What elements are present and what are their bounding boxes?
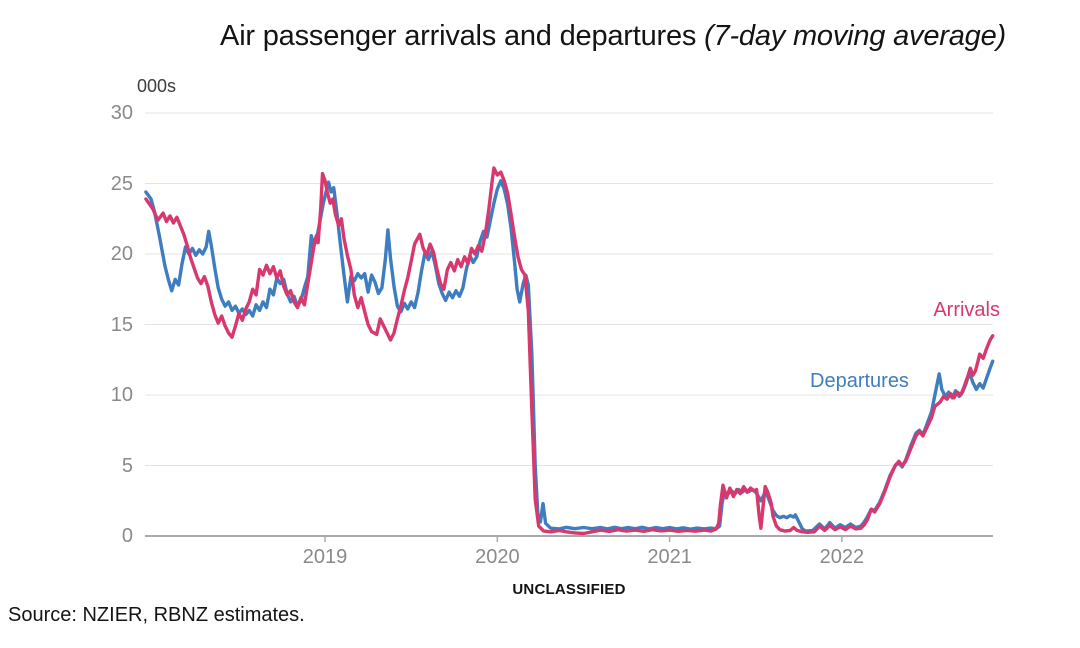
source-note: Source: NZIER, RBNZ estimates.	[8, 604, 305, 626]
x-tick-label: 2022	[819, 546, 865, 568]
y-tick-label: 10	[110, 384, 133, 406]
arrivals-series-label: Arrivals	[933, 299, 1000, 321]
y-tick-label: 15	[110, 313, 133, 336]
x-tick-label: 2019	[302, 546, 348, 568]
chart-title: Air passenger arrivals and departures (7…	[150, 20, 1076, 53]
plot-group	[144, 112, 995, 542]
y-tick-label: 0	[121, 525, 133, 547]
y-tick-label: 30	[110, 102, 133, 124]
classification-banner: UNCLASSIFIED	[512, 581, 626, 598]
x-tick-label: 2021	[647, 546, 692, 568]
chart-title-main: Air passenger arrivals and departures	[220, 20, 705, 52]
y-tick-label: 20	[110, 243, 133, 265]
departures-series-label: Departures	[810, 370, 909, 392]
chart-title-subtitle: (7-day moving average)	[704, 20, 1006, 52]
y-tick-label: 25	[110, 172, 133, 195]
x-tick-label: 2020	[475, 546, 520, 568]
y-axis-unit-label: 000s	[137, 76, 177, 96]
y-tick-label: 5	[121, 454, 133, 477]
arrivals-line	[144, 166, 995, 536]
departures-line	[144, 178, 995, 533]
